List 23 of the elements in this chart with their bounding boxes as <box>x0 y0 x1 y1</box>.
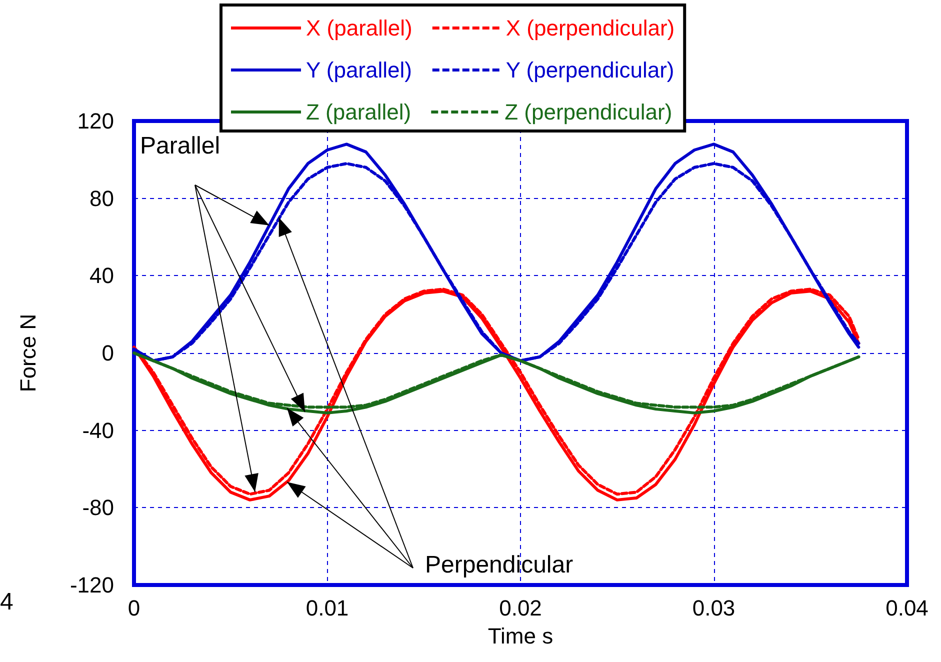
legend-label: Y (parallel) <box>306 58 412 82</box>
legend-label: Z (perpendicular) <box>504 100 672 124</box>
annotation: Parallel <box>140 132 220 160</box>
x-axis-title: Time s <box>488 624 554 648</box>
x-tick-label: 0 <box>128 596 140 620</box>
y-tick-label: -120 <box>70 572 114 598</box>
y-tick-label: 40 <box>90 263 114 288</box>
legend-label: Z (parallel) <box>306 100 412 124</box>
x-tick-label: 0.04 <box>886 596 928 620</box>
legend-label: Y (perpendicular) <box>506 58 674 82</box>
annotation: Perpendicular <box>425 552 574 578</box>
y-tick-label: -80 <box>82 495 114 520</box>
x-tick-label: 0.01 <box>306 596 349 620</box>
legend-label: X (parallel) <box>306 16 412 40</box>
y-tick-label: -40 <box>82 418 114 443</box>
y-tick-label: 0 <box>102 340 114 366</box>
y-tick-label: 80 <box>90 186 114 211</box>
x-tick-label: 0.03 <box>692 596 736 620</box>
legend-label: X (perpendicular) <box>506 16 675 40</box>
y-axis-title: Force N <box>16 314 40 392</box>
x-tick-label: 0.02 <box>499 596 542 620</box>
y-tick-label: 120 <box>77 108 114 134</box>
text: 4 <box>0 588 14 616</box>
